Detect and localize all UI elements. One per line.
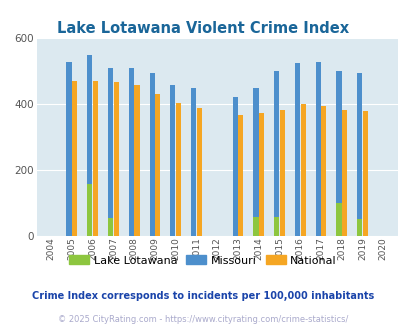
Bar (72, 81, 77, 236)
Bar (87, 55, 92, 236)
Bar (196, 108, 201, 236)
Bar (320, 106, 326, 236)
Bar (253, 217, 258, 236)
Bar (315, 62, 320, 236)
Bar (155, 94, 160, 236)
Bar (238, 115, 243, 236)
Bar (356, 73, 361, 236)
Bar (113, 82, 119, 236)
Bar (273, 71, 279, 236)
Bar (232, 97, 237, 236)
Bar (149, 73, 154, 236)
Bar (170, 85, 175, 236)
Bar (87, 184, 92, 236)
Bar (108, 68, 113, 236)
Bar (66, 62, 71, 236)
Bar (336, 203, 341, 236)
Bar (93, 81, 98, 236)
Bar (362, 111, 367, 236)
Bar (108, 218, 113, 236)
Bar (258, 113, 264, 236)
Legend: Lake Lotawana, Missouri, National: Lake Lotawana, Missouri, National (65, 251, 340, 270)
Bar (294, 63, 299, 236)
Bar (279, 110, 284, 236)
Bar (341, 110, 346, 236)
Text: Crime Index corresponds to incidents per 100,000 inhabitants: Crime Index corresponds to incidents per… (32, 291, 373, 301)
Bar (175, 103, 181, 236)
Bar (128, 68, 134, 236)
Bar (300, 104, 305, 236)
Bar (356, 219, 361, 236)
Bar (336, 71, 341, 236)
Bar (273, 217, 279, 236)
Text: © 2025 CityRating.com - https://www.cityrating.com/crime-statistics/: © 2025 CityRating.com - https://www.city… (58, 315, 347, 324)
Bar (191, 88, 196, 236)
Bar (253, 88, 258, 236)
Bar (134, 85, 139, 236)
Text: Lake Lotawana Violent Crime Index: Lake Lotawana Violent Crime Index (57, 21, 348, 36)
